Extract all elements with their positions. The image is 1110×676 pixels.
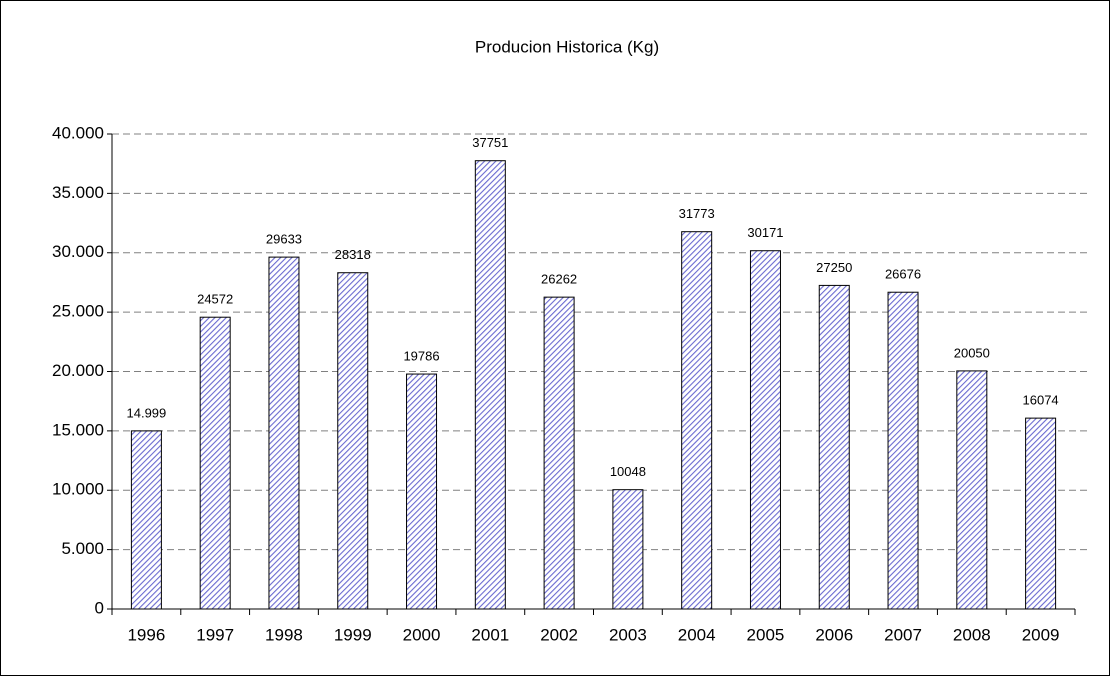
x-tick-label: 2009	[1022, 625, 1060, 644]
bar	[474, 160, 506, 610]
bar	[612, 489, 644, 610]
y-tick-label: 25.000	[52, 302, 104, 321]
y-tick-label: 30.000	[52, 242, 104, 261]
bar	[818, 284, 850, 610]
bar	[406, 373, 438, 610]
y-tick-label: 5.000	[61, 539, 104, 558]
bar	[749, 250, 781, 610]
x-tick-label: 1997	[196, 625, 234, 644]
x-tick-label: 2004	[678, 625, 716, 644]
y-tick-label: 35.000	[52, 183, 104, 202]
x-tick-label: 2001	[471, 625, 509, 644]
x-tick-label: 2007	[884, 625, 922, 644]
data-label: 16074	[1023, 393, 1059, 408]
data-label: 30171	[747, 225, 783, 240]
data-label: 19786	[403, 348, 439, 363]
bar	[887, 291, 919, 610]
x-tick-label: 1996	[127, 625, 165, 644]
data-label: 28318	[335, 247, 371, 262]
bar	[268, 256, 300, 610]
y-tick-label: 10.000	[52, 480, 104, 499]
data-label: 14.999	[127, 405, 167, 420]
data-label: 20050	[954, 345, 990, 360]
x-tick-label: 1999	[334, 625, 372, 644]
x-tick-label: 1998	[265, 625, 303, 644]
x-tick-label: 2002	[540, 625, 578, 644]
bar	[956, 370, 988, 610]
bar	[543, 296, 575, 610]
bar	[681, 231, 713, 610]
bar	[199, 316, 231, 610]
data-label: 37751	[472, 135, 508, 150]
data-label: 27250	[816, 260, 852, 275]
bar	[1025, 417, 1057, 610]
x-tick-label: 2008	[953, 625, 991, 644]
x-tick-label: 2003	[609, 625, 647, 644]
y-tick-label: 20.000	[52, 361, 104, 380]
data-label: 31773	[679, 206, 715, 221]
data-label: 29633	[266, 232, 302, 247]
data-label: 26676	[885, 267, 921, 282]
x-tick-label: 2000	[403, 625, 441, 644]
data-label: 26262	[541, 272, 577, 287]
x-tick-label: 2006	[815, 625, 853, 644]
bar	[337, 272, 369, 610]
x-tick-label: 2005	[747, 625, 785, 644]
y-tick-label: 0	[95, 598, 104, 617]
chart-title: Producion Historica (Kg)	[475, 37, 659, 56]
bar	[130, 430, 162, 610]
y-tick-label: 40.000	[52, 123, 104, 142]
data-label: 24572	[197, 292, 233, 307]
y-tick-label: 15.000	[52, 420, 104, 439]
data-label: 10048	[610, 464, 646, 479]
